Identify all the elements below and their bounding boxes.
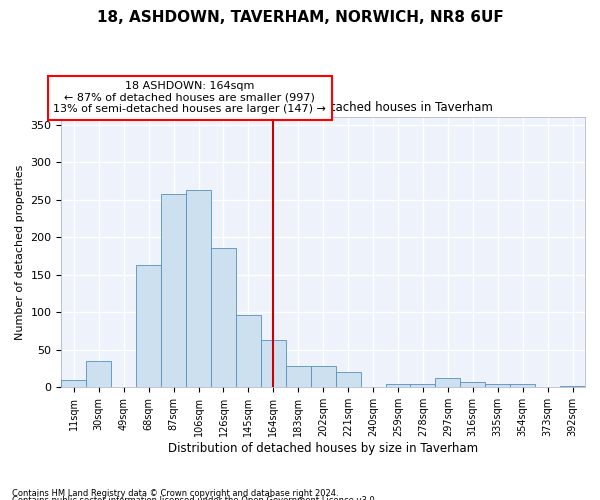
Title: Size of property relative to detached houses in Taverham: Size of property relative to detached ho… [154,102,493,114]
Bar [460,382,485,388]
Bar [386,384,410,388]
Bar [485,384,510,388]
Bar [236,314,261,388]
Bar [510,384,535,388]
Text: Contains public sector information licensed under the Open Government Licence v3: Contains public sector information licen… [12,496,377,500]
X-axis label: Distribution of detached houses by size in Taverham: Distribution of detached houses by size … [168,442,478,455]
Bar [436,378,460,388]
Bar [61,380,86,388]
Bar [186,190,211,388]
Bar [211,248,236,388]
Text: 18 ASHDOWN: 164sqm
← 87% of detached houses are smaller (997)
13% of semi-detach: 18 ASHDOWN: 164sqm ← 87% of detached hou… [53,81,326,114]
Text: Contains HM Land Registry data © Crown copyright and database right 2024.: Contains HM Land Registry data © Crown c… [12,488,338,498]
Bar [161,194,186,388]
Bar [286,366,311,388]
Bar [335,372,361,388]
Y-axis label: Number of detached properties: Number of detached properties [15,164,25,340]
Bar [410,384,436,388]
Bar [86,361,111,388]
Bar [311,366,335,388]
Text: 18, ASHDOWN, TAVERHAM, NORWICH, NR8 6UF: 18, ASHDOWN, TAVERHAM, NORWICH, NR8 6UF [97,10,503,25]
Bar [136,265,161,388]
Bar [560,386,585,388]
Bar [261,340,286,388]
